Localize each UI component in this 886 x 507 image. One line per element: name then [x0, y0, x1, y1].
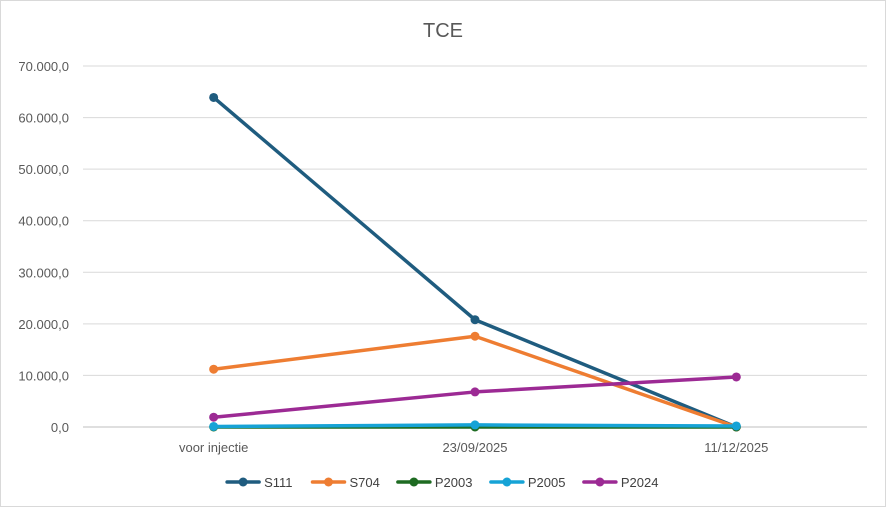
- legend-item-s704: S704: [310, 475, 380, 490]
- legend-label: S111: [264, 475, 292, 490]
- data-point: [470, 315, 480, 325]
- series-p2024: [209, 372, 741, 422]
- data-point: [209, 364, 219, 374]
- x-axis-tick-labels: voor injectie 23/09/2025 11/12/2025: [179, 440, 768, 455]
- legend-label: P2003: [435, 475, 473, 490]
- y-tick-label: 20.000,0: [18, 317, 69, 332]
- chart-title: TCE: [423, 20, 463, 42]
- y-tick-label: 50.000,0: [18, 162, 69, 177]
- legend-label: P2005: [528, 475, 566, 490]
- data-point: [209, 92, 219, 102]
- data-point: [731, 421, 741, 431]
- y-tick-label: 70.000,0: [18, 59, 69, 74]
- y-tick-label: 40.000,0: [18, 214, 69, 229]
- legend-swatch-marker: [595, 477, 605, 487]
- legend: S111 S704 P2003 P2005 P2024: [225, 475, 659, 490]
- legend-swatch-marker: [324, 477, 333, 487]
- series-lines: [209, 92, 741, 432]
- series-line: [211, 95, 739, 429]
- y-axis-tick-labels: 0,0 10.000,0 20.000,0 30.000,0 40.000,0 50.00…: [18, 59, 69, 435]
- legend-swatch-marker: [238, 477, 248, 487]
- data-point: [470, 387, 480, 397]
- legend-item-p2024: P2024: [582, 475, 659, 490]
- legend-swatch-marker: [502, 477, 512, 487]
- data-point: [731, 372, 741, 382]
- legend-item-p2003: P2003: [396, 475, 473, 490]
- series-p2005: [209, 420, 741, 431]
- y-tick-label: 30.000,0: [18, 265, 69, 280]
- x-tick-label: 11/12/2025: [704, 440, 768, 455]
- y-tick-label: 10.000,0: [18, 368, 69, 383]
- x-tick-label: 23/09/2025: [442, 440, 507, 455]
- legend-item-p2005: P2005: [489, 475, 566, 490]
- legend-label: P2024: [621, 475, 659, 490]
- gridlines: [83, 65, 867, 428]
- legend-label: S704: [350, 475, 380, 490]
- data-point: [209, 421, 219, 431]
- series-line: [211, 375, 739, 419]
- y-tick-label: 0,0: [51, 420, 69, 435]
- y-tick-label: 60.000,0: [18, 111, 69, 126]
- data-point: [470, 420, 480, 430]
- legend-item-s111: S111: [225, 475, 293, 490]
- data-point: [209, 412, 219, 422]
- x-tick-label: voor injectie: [179, 440, 248, 455]
- data-point: [470, 331, 480, 341]
- legend-swatch-marker: [409, 477, 419, 487]
